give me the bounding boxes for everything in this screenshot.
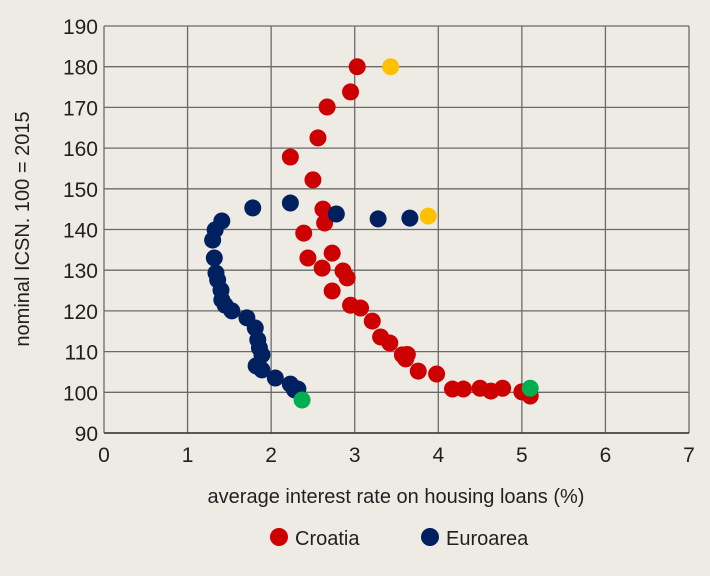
point-croatia (381, 334, 399, 352)
point-croatia (316, 214, 334, 232)
x-tick-label: 2 (265, 444, 277, 467)
legend: Croatia Euroarea (270, 528, 529, 550)
point-euroarea (205, 249, 223, 267)
x-tick-label: 1 (182, 444, 194, 467)
point-croatia (309, 129, 327, 147)
point-euroarea (281, 194, 299, 212)
x-tick-label: 6 (600, 444, 612, 467)
point-euroarea (253, 361, 271, 379)
x-axis-ticks: 0 1 2 3 4 5 6 7 (98, 444, 695, 467)
point-euroarea (204, 231, 222, 249)
highlight-point (293, 391, 311, 409)
point-croatia (409, 362, 427, 380)
y-tick-label: 170 (63, 97, 98, 120)
point-croatia (352, 299, 370, 317)
y-tick-label: 110 (65, 342, 98, 365)
point-euroarea (266, 369, 284, 387)
legend-marker-euroarea (421, 528, 439, 546)
y-tick-label: 180 (63, 57, 98, 80)
y-tick-label: 100 (63, 382, 98, 405)
point-croatia (295, 224, 313, 242)
point-croatia (363, 312, 381, 330)
legend-label-croatia: Croatia (295, 528, 360, 550)
grid (103, 25, 690, 434)
point-euroarea (327, 205, 345, 223)
legend-label-euroarea: Euroarea (446, 528, 529, 550)
y-axis-label: nominal ICSN. 100 = 2015 (12, 111, 34, 346)
y-axis-ticks: 90 100 110 120 130 140 150 160 170 180 190 (63, 16, 98, 446)
x-tick-label: 4 (432, 444, 444, 467)
highlight-point (419, 207, 437, 225)
point-croatia (304, 171, 322, 189)
x-tick-label: 3 (349, 444, 361, 467)
x-tick-label: 7 (683, 444, 695, 467)
point-euroarea (401, 209, 419, 227)
x-axis-label: average interest rate on housing loans (… (208, 486, 585, 508)
y-tick-label: 190 (63, 16, 98, 39)
point-croatia (494, 379, 512, 397)
y-tick-label: 130 (63, 260, 98, 283)
y-tick-label: 90 (75, 423, 98, 446)
point-euroarea (369, 210, 387, 228)
point-croatia (318, 98, 336, 116)
point-croatia (348, 58, 366, 76)
data-points (204, 58, 539, 409)
point-croatia (313, 259, 331, 277)
x-tick-label: 0 (98, 444, 110, 467)
point-croatia (281, 148, 299, 166)
legend-marker-croatia (270, 528, 288, 546)
point-croatia (314, 200, 332, 218)
point-croatia (323, 244, 341, 262)
x-tick-label: 5 (516, 444, 528, 467)
point-croatia (397, 350, 415, 368)
point-croatia (323, 282, 341, 300)
point-croatia (338, 269, 356, 287)
highlight-point (382, 58, 400, 76)
point-croatia (428, 365, 446, 383)
y-tick-label: 160 (63, 138, 98, 161)
point-euroarea (244, 199, 262, 217)
y-tick-label: 150 (63, 179, 98, 202)
point-croatia (342, 83, 360, 101)
point-croatia (454, 380, 472, 398)
y-tick-label: 120 (63, 301, 98, 324)
y-tick-label: 140 (63, 220, 98, 243)
point-euroarea (223, 302, 241, 320)
highlight-point (521, 379, 539, 397)
point-croatia (299, 249, 317, 267)
